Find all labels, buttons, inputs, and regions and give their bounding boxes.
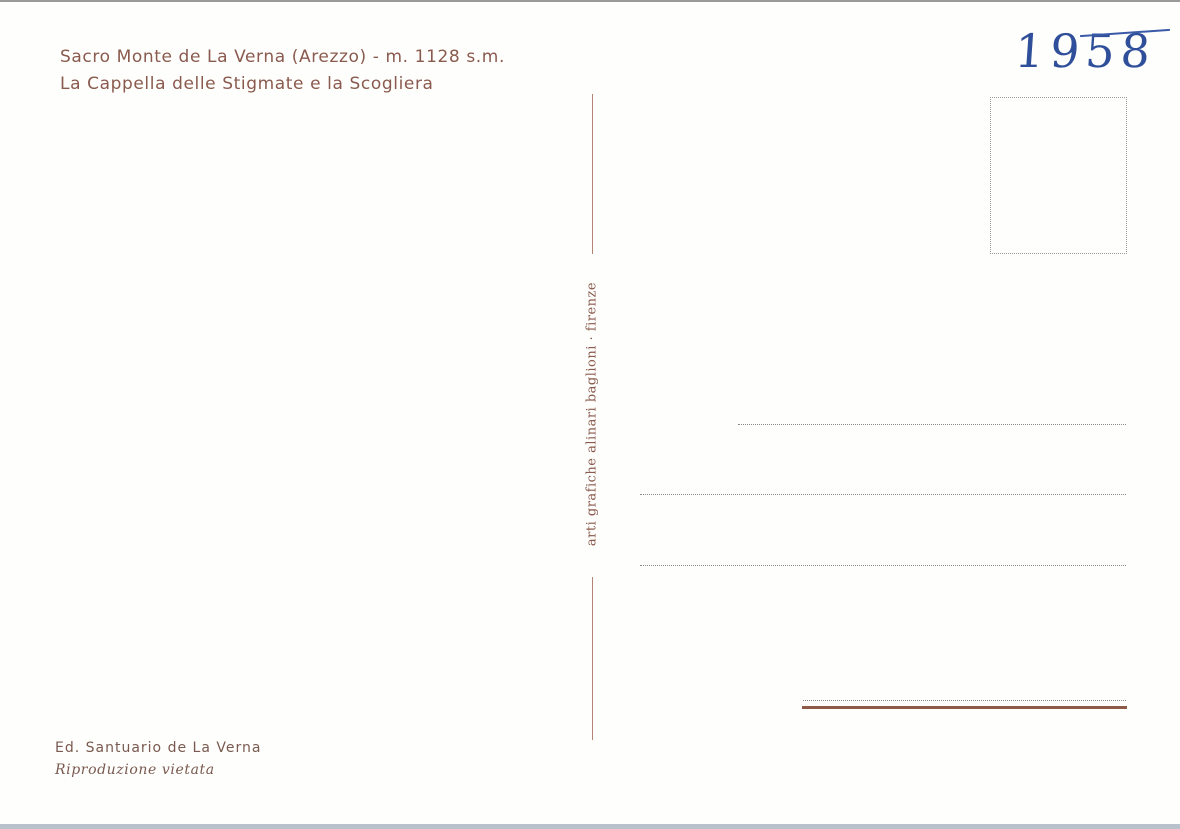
caption-title: Sacro Monte de La Verna (Arezzo) - m. 11… xyxy=(60,47,505,67)
address-underline xyxy=(802,706,1127,709)
center-divider-top xyxy=(592,94,593,254)
reproduction-notice: Riproduzione vietata xyxy=(55,762,215,778)
address-line xyxy=(803,700,1126,701)
printer-credit: arti grafiche alinari baglioni · firenze xyxy=(584,281,600,547)
address-line xyxy=(640,494,1126,495)
address-line xyxy=(640,565,1126,566)
address-line xyxy=(738,424,1126,425)
scan-edge xyxy=(0,824,1180,829)
publisher-text: Ed. Santuario de La Verna xyxy=(55,740,262,756)
caption-subtitle: La Cappella delle Stigmate e la Scoglier… xyxy=(60,74,434,94)
stamp-box xyxy=(990,97,1127,254)
center-divider-bottom xyxy=(592,577,593,740)
